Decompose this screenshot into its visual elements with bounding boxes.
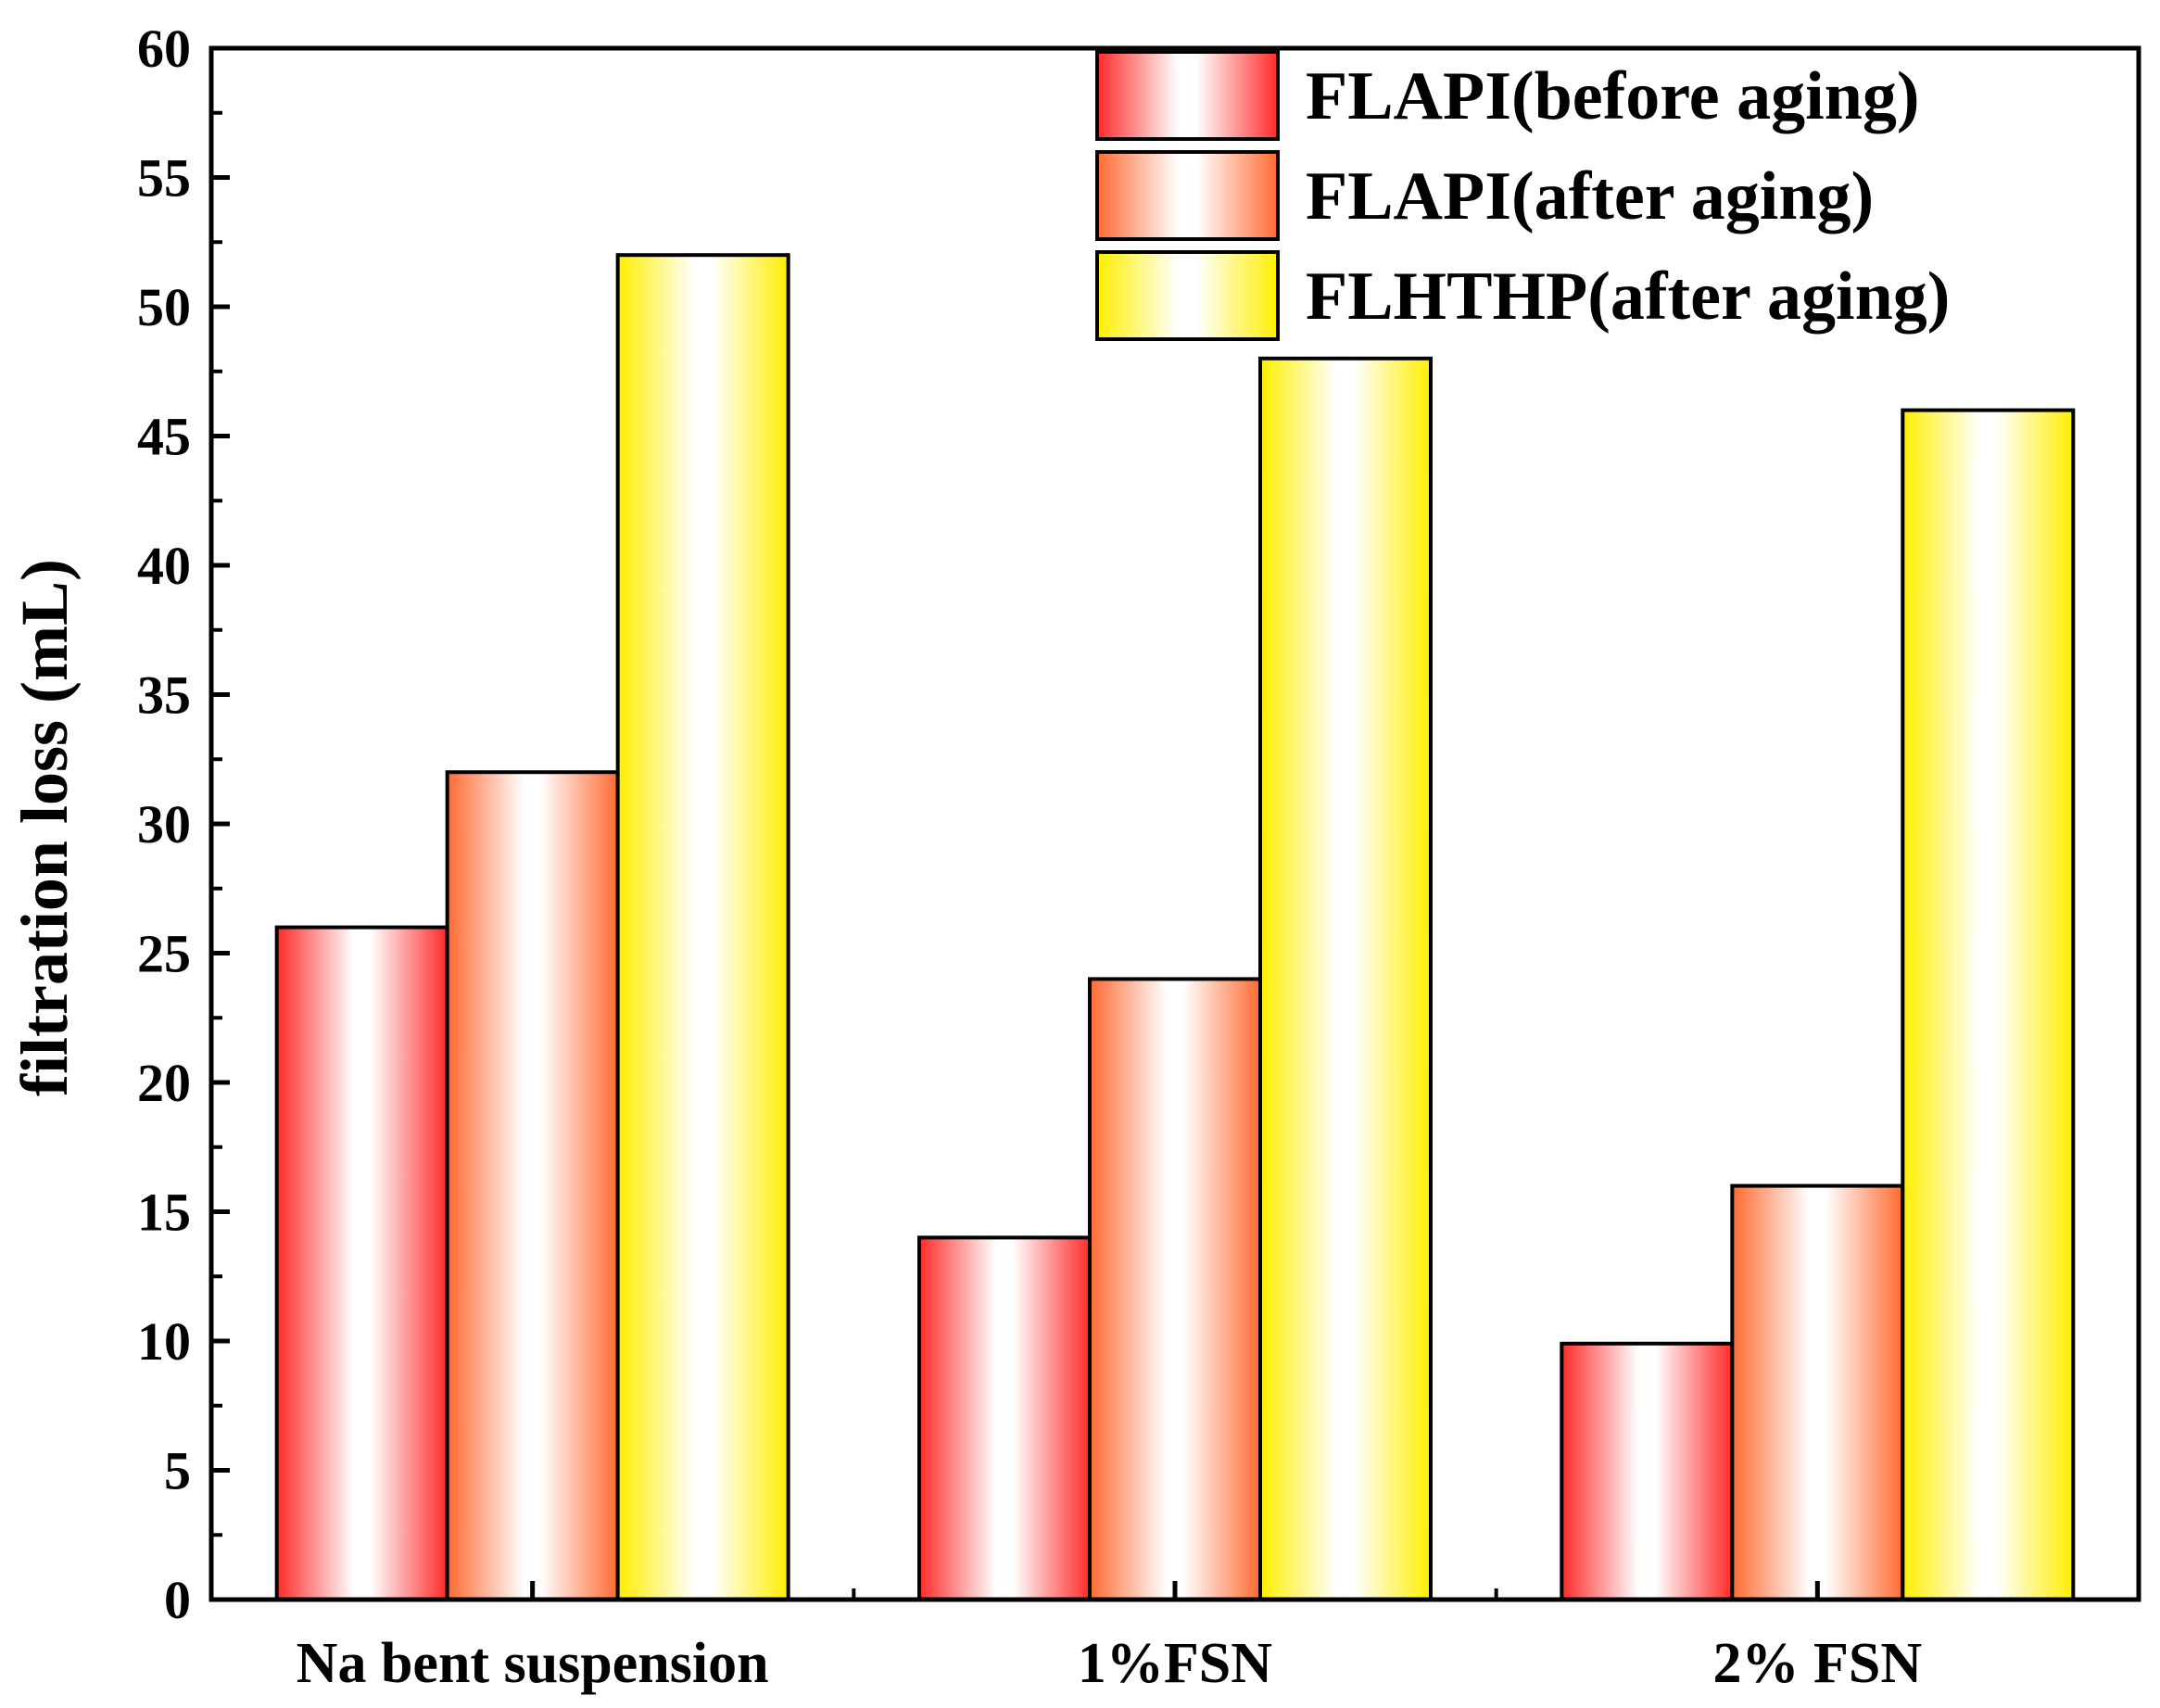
legend: FLAPI(before aging) FLAPI(after aging) FLH…	[1095, 50, 1950, 341]
legend-swatch	[1095, 150, 1280, 241]
y-tick-label: 40	[137, 536, 191, 596]
bar-2-3	[1730, 1183, 1905, 1601]
bar-3-1	[615, 253, 790, 1602]
bar-3-3	[1901, 408, 2076, 1602]
y-tick-label: 25	[137, 924, 191, 984]
y-tick-label: 15	[137, 1183, 191, 1243]
x-category-label: 2% FSN	[1713, 1632, 1923, 1695]
legend-swatch	[1095, 250, 1280, 341]
legend-label: FLAPI(before aging)	[1306, 58, 1920, 134]
y-tick-label: 0	[164, 1570, 191, 1630]
bar-1-1	[274, 925, 449, 1601]
y-tick-label: 35	[137, 665, 191, 726]
y-axis-title: filtration loss (mL)	[7, 559, 82, 1096]
y-tick-label: 60	[137, 19, 191, 79]
y-tick-label: 45	[137, 407, 191, 467]
bar-1-2	[917, 1235, 1092, 1602]
legend-label: FLAPI(after aging)	[1306, 158, 1874, 234]
y-tick-label: 10	[137, 1311, 191, 1372]
axes-layer: 0 5 10 15 20 25 30 35 40 45 50 55 60 Na bent suspensi…	[137, 19, 2141, 1695]
y-tick-label: 55	[137, 148, 191, 209]
bar-2-2	[1088, 977, 1262, 1601]
y-tick-label: 50	[137, 277, 191, 337]
bar-1-3	[1560, 1341, 1735, 1602]
y-tick-label: 5	[164, 1441, 191, 1501]
bar-2-1	[445, 770, 620, 1601]
x-category-label: Na bent suspension	[297, 1632, 769, 1695]
bars-layer	[274, 253, 2076, 1602]
legend-swatch	[1095, 50, 1280, 141]
y-tick-label: 20	[137, 1053, 191, 1113]
x-category-label: 1%FSN	[1078, 1632, 1272, 1695]
bar-3-2	[1258, 356, 1433, 1601]
y-tick-label: 30	[137, 794, 191, 854]
legend-label: FLHTHP(after aging)	[1306, 259, 1950, 335]
